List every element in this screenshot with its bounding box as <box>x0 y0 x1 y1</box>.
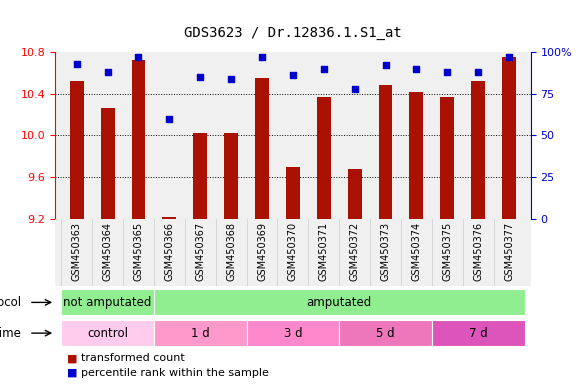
Text: control: control <box>87 327 128 339</box>
Point <box>72 60 81 66</box>
Bar <box>286 167 300 219</box>
Point <box>350 86 359 92</box>
Text: GSM450364: GSM450364 <box>103 222 113 281</box>
Bar <box>132 60 146 219</box>
Point <box>505 54 514 60</box>
Bar <box>502 57 516 219</box>
Bar <box>409 91 423 219</box>
Bar <box>379 85 393 219</box>
Text: GSM450365: GSM450365 <box>133 222 143 281</box>
Text: GSM450366: GSM450366 <box>164 222 175 281</box>
Text: GSM450374: GSM450374 <box>411 222 422 281</box>
Point <box>227 76 236 82</box>
Bar <box>255 78 269 219</box>
Text: GSM450372: GSM450372 <box>350 222 360 281</box>
FancyBboxPatch shape <box>246 320 339 346</box>
Text: amputated: amputated <box>307 296 372 309</box>
Point <box>165 116 174 122</box>
Point <box>134 54 143 60</box>
Bar <box>224 133 238 219</box>
Text: GSM450368: GSM450368 <box>226 222 236 281</box>
Bar <box>193 133 207 219</box>
Text: 5 d: 5 d <box>376 327 395 339</box>
Text: GSM450373: GSM450373 <box>380 222 390 281</box>
Text: transformed count: transformed count <box>81 353 185 363</box>
Point <box>412 66 421 72</box>
Text: ■: ■ <box>67 368 77 378</box>
Point <box>473 69 483 75</box>
Text: GSM450377: GSM450377 <box>504 222 514 281</box>
Text: GDS3623 / Dr.12836.1.S1_at: GDS3623 / Dr.12836.1.S1_at <box>184 26 402 40</box>
Bar <box>348 169 361 219</box>
Text: protocol: protocol <box>0 296 22 309</box>
Text: GSM450375: GSM450375 <box>443 222 452 281</box>
Text: GSM450371: GSM450371 <box>319 222 329 281</box>
Point <box>319 66 328 72</box>
Text: GSM450376: GSM450376 <box>473 222 483 281</box>
Point <box>381 62 390 68</box>
Text: 7 d: 7 d <box>469 327 488 339</box>
FancyBboxPatch shape <box>154 320 246 346</box>
Text: GSM450363: GSM450363 <box>72 222 82 281</box>
Point <box>288 72 298 78</box>
Text: GSM450367: GSM450367 <box>195 222 205 281</box>
FancyBboxPatch shape <box>61 290 154 315</box>
Point <box>195 74 205 80</box>
Text: time: time <box>0 327 22 339</box>
Point <box>258 54 267 60</box>
Point <box>443 69 452 75</box>
Text: ■: ■ <box>67 353 77 363</box>
Bar <box>440 97 454 219</box>
Text: not amputated: not amputated <box>63 296 152 309</box>
Text: GSM450369: GSM450369 <box>257 222 267 281</box>
Text: 1 d: 1 d <box>191 327 209 339</box>
FancyBboxPatch shape <box>61 320 154 346</box>
FancyBboxPatch shape <box>432 320 524 346</box>
Bar <box>70 81 84 219</box>
Bar <box>162 217 176 219</box>
FancyBboxPatch shape <box>154 290 524 315</box>
Text: percentile rank within the sample: percentile rank within the sample <box>81 368 269 378</box>
Bar <box>101 108 115 219</box>
FancyBboxPatch shape <box>339 320 432 346</box>
Bar <box>317 97 331 219</box>
Point <box>103 69 113 75</box>
Text: 3 d: 3 d <box>284 327 302 339</box>
Bar <box>472 81 485 219</box>
Text: GSM450370: GSM450370 <box>288 222 298 281</box>
